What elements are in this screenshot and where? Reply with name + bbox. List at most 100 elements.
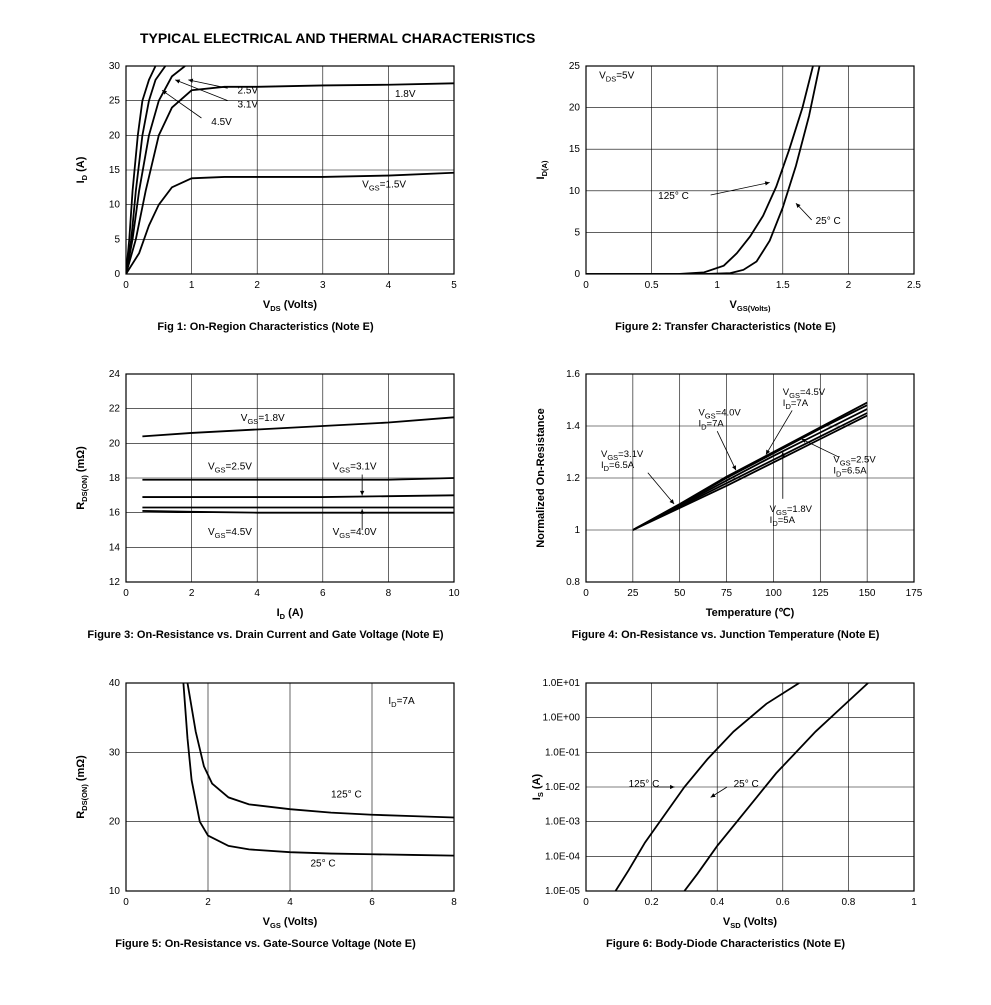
svg-text:10: 10 (448, 588, 460, 599)
svg-text:25° C: 25° C (733, 779, 758, 790)
svg-text:20: 20 (108, 439, 120, 450)
svg-text:0: 0 (574, 269, 580, 280)
svg-text:125° C: 125° C (331, 789, 362, 800)
svg-text:24: 24 (108, 369, 120, 380)
svg-text:1: 1 (911, 897, 917, 908)
fig4-cell: 0.811.21.41.60255075100125150175Temperat… (516, 364, 936, 642)
svg-text:0.8: 0.8 (566, 577, 580, 588)
svg-text:ID(A): ID(A) (535, 160, 549, 179)
svg-text:1.0E+01: 1.0E+01 (542, 678, 580, 689)
fig6-caption: Figure 6: Body-Diode Characteristics (No… (606, 937, 845, 951)
fig5-caption: Figure 5: On-Resistance vs. Gate-Source … (115, 937, 416, 951)
svg-text:30: 30 (108, 61, 120, 72)
svg-text:Temperature (℃): Temperature (℃) (705, 607, 794, 619)
svg-text:3: 3 (320, 280, 326, 291)
svg-text:0: 0 (123, 897, 129, 908)
svg-text:0.5: 0.5 (644, 280, 658, 291)
svg-text:ID (A): ID (A) (276, 607, 303, 621)
svg-text:6: 6 (320, 588, 326, 599)
svg-text:8: 8 (385, 588, 391, 599)
svg-text:1.0E-02: 1.0E-02 (544, 782, 579, 793)
svg-text:2.5: 2.5 (907, 280, 921, 291)
svg-text:20: 20 (108, 816, 120, 827)
svg-text:VGS=3.1V: VGS=3.1V (332, 462, 376, 475)
svg-text:20: 20 (108, 130, 120, 141)
svg-text:VGS=3.1VID=6.5A: VGS=3.1VID=6.5A (600, 449, 643, 473)
svg-text:0.8: 0.8 (841, 897, 855, 908)
svg-text:5: 5 (574, 227, 580, 238)
svg-text:VGS=2.5V: VGS=2.5V (208, 462, 252, 475)
svg-text:1: 1 (574, 525, 580, 536)
svg-text:2: 2 (845, 280, 851, 291)
svg-text:14: 14 (108, 543, 120, 554)
page-title: TYPICAL ELECTRICAL AND THERMAL CHARACTER… (140, 30, 951, 46)
svg-text:4: 4 (254, 588, 260, 599)
svg-text:1.5: 1.5 (775, 280, 789, 291)
svg-text:0.4: 0.4 (710, 897, 724, 908)
svg-text:2: 2 (205, 897, 211, 908)
fig1-caption: Fig 1: On-Region Characteristics (Note E… (157, 320, 373, 334)
svg-text:RDS(ON) (mΩ): RDS(ON) (mΩ) (75, 754, 89, 818)
svg-text:1: 1 (188, 280, 194, 291)
svg-text:25: 25 (627, 588, 639, 599)
svg-text:175: 175 (905, 588, 922, 599)
svg-text:15: 15 (108, 165, 120, 176)
fig6-cell: 1.0E-051.0E-041.0E-031.0E-021.0E-011.0E+… (516, 673, 936, 951)
svg-text:25° C: 25° C (310, 858, 335, 869)
fig4-caption: Figure 4: On-Resistance vs. Junction Tem… (572, 628, 880, 642)
svg-text:0: 0 (583, 280, 589, 291)
svg-text:VGS=1.8VID=5A: VGS=1.8VID=5A (769, 504, 812, 528)
svg-text:VDS (Volts): VDS (Volts) (262, 299, 317, 313)
svg-text:125° C: 125° C (628, 779, 659, 790)
fig4-chart: 0.811.21.41.60255075100125150175Temperat… (526, 364, 926, 624)
svg-text:ID=7A: ID=7A (388, 695, 415, 708)
fig3-caption: Figure 3: On-Resistance vs. Drain Curren… (87, 628, 443, 642)
svg-text:25: 25 (108, 96, 120, 107)
svg-text:22: 22 (108, 404, 120, 415)
svg-text:VDS=5V: VDS=5V (599, 70, 634, 83)
svg-text:1.0E-03: 1.0E-03 (544, 816, 579, 827)
fig2-caption: Figure 2: Transfer Characteristics (Note… (615, 320, 836, 334)
svg-text:RDS(ON) (mΩ): RDS(ON) (mΩ) (75, 446, 89, 510)
svg-text:0: 0 (123, 280, 129, 291)
svg-text:VGS=1.5V: VGS=1.5V (362, 179, 406, 192)
fig3-cell: 121416182022240246810ID (A)RDS(ON) (mΩ)V… (56, 364, 476, 642)
svg-text:ID (A): ID (A) (75, 156, 89, 183)
svg-text:VGS (Volts): VGS (Volts) (262, 916, 317, 930)
fig5-cell: 1020304002468VGS (Volts)RDS(ON) (mΩ)25° … (56, 673, 476, 951)
svg-text:10: 10 (568, 186, 580, 197)
svg-text:2: 2 (188, 588, 194, 599)
svg-text:Normalized On-Resistance: Normalized On-Resistance (535, 409, 547, 548)
fig1-chart: 051015202530012345VDS (Volts)ID (A)VGS=1… (66, 56, 466, 316)
svg-text:25: 25 (568, 61, 580, 72)
svg-text:VGS=4.0V: VGS=4.0V (332, 527, 376, 540)
svg-text:1.2: 1.2 (566, 473, 580, 484)
svg-text:VGS=4.5VID=7A: VGS=4.5VID=7A (782, 387, 825, 411)
svg-text:16: 16 (108, 508, 120, 519)
svg-text:4.5V: 4.5V (211, 117, 232, 128)
svg-text:25° C: 25° C (815, 216, 840, 227)
svg-text:1.0E-05: 1.0E-05 (544, 886, 579, 897)
svg-text:1.0E-01: 1.0E-01 (544, 747, 579, 758)
svg-text:30: 30 (108, 747, 120, 758)
svg-text:VGS=1.8V: VGS=1.8V (240, 413, 284, 426)
svg-text:0.6: 0.6 (775, 897, 789, 908)
svg-text:12: 12 (108, 577, 120, 588)
chart-grid: 051015202530012345VDS (Volts)ID (A)VGS=1… (56, 56, 936, 951)
svg-text:8: 8 (451, 897, 457, 908)
svg-text:0: 0 (114, 269, 120, 280)
svg-text:4: 4 (287, 897, 293, 908)
fig5-chart: 1020304002468VGS (Volts)RDS(ON) (mΩ)25° … (66, 673, 466, 933)
svg-text:6: 6 (369, 897, 375, 908)
svg-text:100: 100 (765, 588, 782, 599)
svg-text:75: 75 (721, 588, 733, 599)
fig3-chart: 121416182022240246810ID (A)RDS(ON) (mΩ)V… (66, 364, 466, 624)
svg-text:10: 10 (108, 886, 120, 897)
svg-text:VGS=4.5V: VGS=4.5V (208, 527, 252, 540)
svg-text:2: 2 (254, 280, 260, 291)
svg-text:VGS(Volts): VGS(Volts) (729, 299, 770, 313)
svg-text:10: 10 (108, 200, 120, 211)
fig1-cell: 051015202530012345VDS (Volts)ID (A)VGS=1… (56, 56, 476, 334)
svg-text:5: 5 (451, 280, 457, 291)
svg-text:50: 50 (674, 588, 686, 599)
